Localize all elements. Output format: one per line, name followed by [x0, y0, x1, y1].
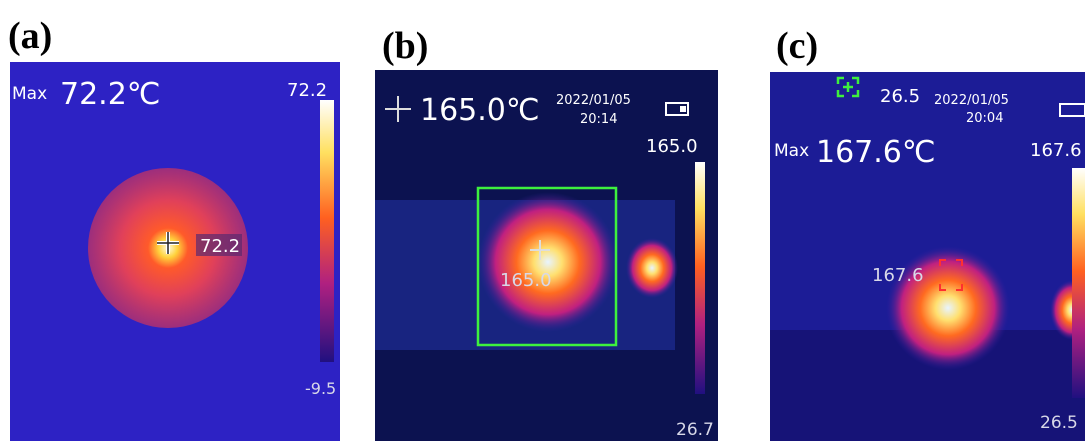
date: 2022/01/05 [934, 93, 1009, 108]
thermal-image [10, 62, 340, 441]
scale-max: 72.2 [287, 80, 327, 101]
panel-label: (b) [382, 25, 428, 67]
scale-min: 26.7 [676, 420, 714, 440]
date: 2022/01/05 [556, 93, 631, 108]
scale-max: 167.6 [1030, 140, 1082, 161]
figure: (a) Max 72.2℃ 72.2 72.2 -9.5 (b) 165.0℃ … [0, 0, 1085, 441]
page: (a) Max 72.2℃ 72.2 72.2 -9.5 (b) 165.0℃ … [0, 0, 1085, 441]
ambient-value: 26.5 [880, 86, 920, 107]
panel-label: (a) [8, 15, 52, 57]
spot-value: 165.0 [500, 270, 552, 291]
max-label: Max [12, 84, 47, 104]
reading: 167.6℃ [816, 135, 936, 170]
scale-min: -9.5 [305, 379, 336, 398]
thermal-image [770, 72, 1085, 441]
panel-label: (c) [776, 25, 818, 67]
reading: 72.2℃ [60, 77, 161, 112]
spot-value: 72.2 [200, 236, 240, 257]
time: 20:04 [966, 111, 1003, 126]
reading: 165.0℃ [420, 93, 540, 128]
time: 20:14 [580, 112, 617, 127]
scale-max: 165.0 [646, 136, 698, 157]
spot-value: 167.6 [872, 265, 924, 286]
max-label: Max [774, 141, 809, 161]
scale-min: 26.5 [1040, 413, 1078, 433]
